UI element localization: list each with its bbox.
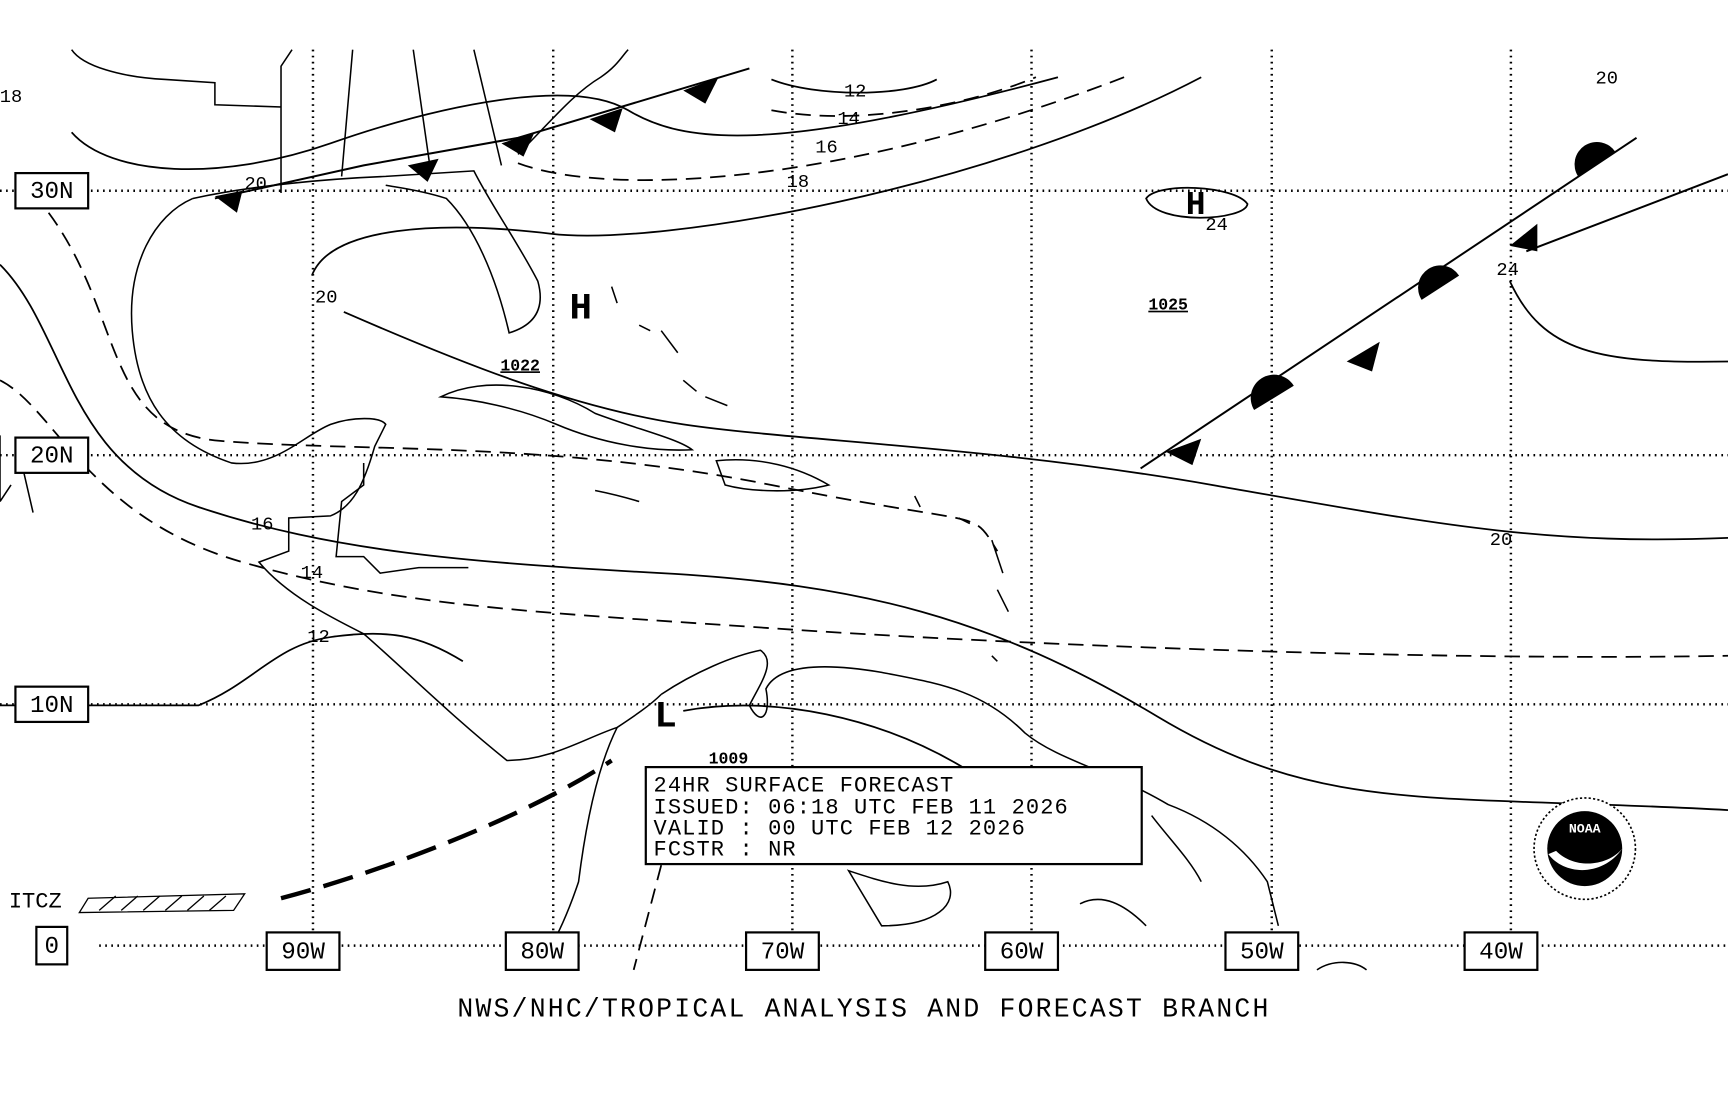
isobar-label: 24 [1205, 214, 1227, 236]
forecast-issued: ISSUED: 06:18 UTC FEB 11 2026 [654, 796, 1069, 821]
isobar-label: 18 [0, 86, 22, 108]
longitude-labels: 90W 80W 70W 60W 50W 40W [265, 931, 1539, 971]
latitude-label: 30N [30, 179, 74, 206]
isobar-labels: 18 20 20 12 14 16 18 24 24 20 16 14 12 2… [0, 67, 1618, 648]
latitude-labels: 30N 20N 10N 0 [14, 172, 90, 966]
isobar-label: 12 [307, 626, 329, 648]
longitude-label: 50W [1240, 940, 1284, 967]
longitude-label: 90W [281, 940, 325, 967]
low-pressure: 1009 [709, 750, 749, 769]
isobar-label: 20 [315, 287, 337, 309]
isobar-label: 20 [244, 173, 266, 195]
forecast-info-box: 24HR SURFACE FORECAST ISSUED: 06:18 UTC … [644, 765, 1143, 866]
forecast-valid: VALID : 00 UTC FEB 12 2026 [654, 817, 1026, 842]
low-symbol: L [654, 696, 676, 738]
isobar-label: 14 [301, 562, 323, 584]
latitude-label: 10N [30, 693, 74, 720]
high-symbol: H [1186, 186, 1206, 224]
forecast-forecaster: FCSTR : NR [654, 838, 797, 863]
latitude-label: 0 [45, 934, 60, 961]
isobar-label: 24 [1496, 259, 1518, 281]
longitude-label: 80W [520, 940, 564, 967]
isobar-label: 18 [787, 171, 809, 193]
isobars [0, 76, 1728, 971]
high-symbol: H [570, 289, 592, 331]
logo-text: NOAA [1569, 821, 1601, 836]
longitude-label: 60W [1000, 940, 1044, 967]
isobar-label: 16 [251, 514, 273, 536]
longitude-label: 70W [761, 940, 805, 967]
isobar-label: 20 [1596, 67, 1618, 89]
footer: NWS/NHC/TROPICAL ANALYSIS AND FORECAST B… [457, 995, 1270, 1025]
longitude-label: 40W [1479, 940, 1523, 967]
isobar-label: 14 [837, 108, 859, 130]
coastlines [0, 49, 1368, 971]
isobar-label: 12 [844, 81, 866, 103]
itcz-label: ITCZ [9, 889, 62, 914]
forecast-title: 24HR SURFACE FORECAST [654, 774, 955, 799]
fronts [78, 67, 1728, 914]
high-pressure: 1022 [500, 356, 540, 375]
isobar-label: 16 [815, 137, 837, 159]
pressure-centers: H 1022 H 1025 L 1009 ITCZ [9, 186, 1206, 915]
high-pressure: 1025 [1148, 296, 1188, 315]
isobar-label: 20 [1490, 529, 1512, 551]
noaa-logo: NOAA [1533, 797, 1637, 901]
latitude-label: 20N [30, 444, 74, 471]
